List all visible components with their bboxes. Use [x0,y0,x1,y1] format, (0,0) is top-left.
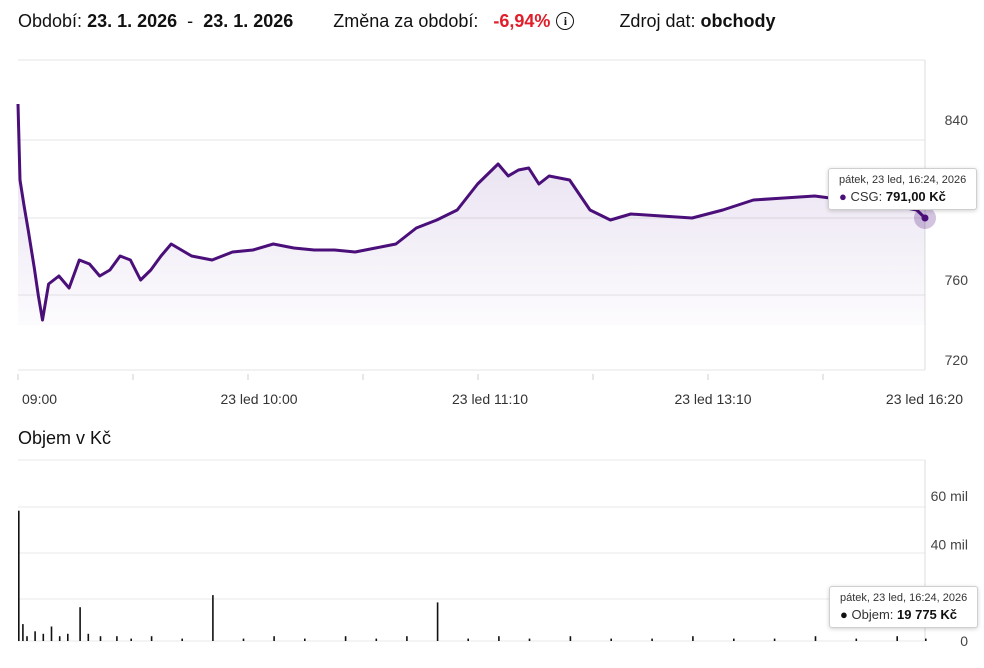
volume-bar [42,633,45,641]
change-label: Změna za období: [333,10,479,31]
period-label: Období: [18,10,83,31]
volume-bar [406,636,408,641]
x-tick-label: 23 led 11:10 [452,391,528,407]
volume-bar [67,633,69,641]
volume-bars [18,510,927,641]
volume-bar [569,636,572,641]
price-x-ticks: 09:00 23 led 10:00 23 led 11:10 23 led 13:1… [17,374,963,407]
series-dot-icon: ● [840,607,848,622]
volume-bar [79,607,81,641]
marker-dot [921,214,929,222]
volume-bar [692,636,694,641]
volume-tooltip-value-row: ● Objem: 19 775 Kč [840,607,958,622]
volume-bar [344,636,347,641]
period-from: 23. 1. 2026 [87,10,178,31]
volume-tooltip: pátek, 23 led, 16:24, 2026 ● Objem: 19 7… [829,586,979,628]
y-tick-label: 40 mil [931,536,968,552]
volume-bar [651,638,653,641]
volume-bar [99,636,102,641]
volume-bar [212,595,214,641]
price-marker [914,207,936,229]
volume-bar [814,636,817,641]
volume-bar [467,638,469,641]
volume-bar [34,631,36,641]
volume-bar [22,624,24,641]
volume-tooltip-value: 19 775 Kč [897,607,958,622]
x-tick-label: 09:00 [22,391,57,407]
price-tooltip-series: CSG [850,189,879,204]
volume-title: Objem v Kč [18,428,112,448]
y-tick-label: 60 mil [931,488,968,504]
volume-bar [925,638,927,641]
volume-bar [855,638,858,641]
y-tick-label: 760 [945,272,969,288]
source-value: obchody [700,10,776,31]
volume-bar [87,633,90,641]
series-dot-icon: ● [839,189,847,204]
price-y-ticks: 840 760 720 [945,112,969,368]
volume-bar [130,638,132,641]
volume-tooltip-date: pátek, 23 led, 16:24, 2026 [840,592,968,604]
x-tick-label: 23 led 10:00 [220,391,297,407]
volume-bar [181,638,183,641]
price-chart[interactable]: 840 760 720 09:00 23 led 10:00 23 led 11:10 2… [0,0,984,420]
y-tick-label: 840 [945,112,969,128]
volume-bar [498,636,500,641]
volume-bar [116,636,118,641]
volume-bar [26,636,28,641]
volume-tooltip-series: Objem [851,607,890,622]
y-tick-label: 0 [960,633,968,649]
volume-bar [304,638,306,641]
period-separator: - [187,10,194,31]
x-tick-label: 23 led 13:10 [674,391,751,407]
period-header: Období: 23. 1. 2026 - 23. 1. 2026 Změna … [18,8,776,34]
volume-bar [242,638,245,641]
volume-bar [18,510,20,641]
volume-bar [528,638,531,641]
info-icon[interactable]: i [556,12,575,30]
volume-bar [896,636,898,641]
price-tooltip-value: 791,00 Kč [885,189,946,204]
volume-bar [58,636,61,641]
volume-bar [273,636,275,641]
volume-bar [773,638,776,641]
price-tooltip-date: pátek, 23 led, 16:24, 2026 [839,174,967,186]
volume-bar [610,638,612,641]
y-tick-label: 720 [945,352,969,368]
volume-bar [733,638,735,641]
volume-bar [150,636,153,641]
volume-bar [436,602,439,641]
volume-bar [375,638,378,641]
price-tooltip: pátek, 23 led, 16:24, 2026 ● CSG: 791,00… [828,168,978,210]
price-line [16,103,927,322]
price-tooltip-value-row: ● CSG: 791,00 Kč [839,189,946,204]
volume-bar [50,626,53,641]
change-value: -6,94% [493,10,551,31]
source-label: Zdroj dat: [619,10,696,31]
period-to: 23. 1. 2026 [203,10,294,31]
price-area [18,104,925,325]
volume-grid [18,459,926,642]
x-tick-label: 23 led 16:20 [886,391,963,407]
